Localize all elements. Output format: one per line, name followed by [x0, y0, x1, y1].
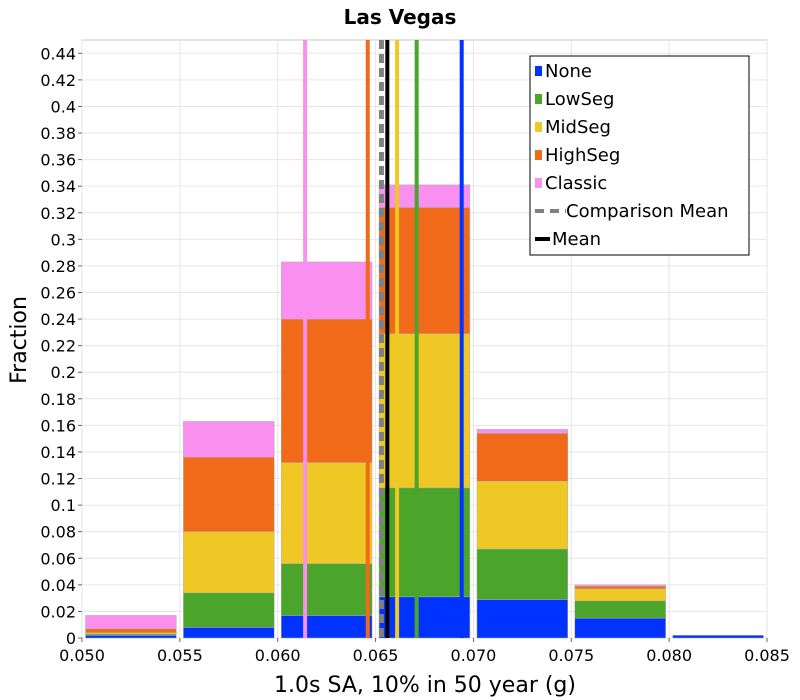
x-tick-label: 0.055	[157, 646, 203, 665]
y-tick-label: 0.12	[40, 470, 76, 489]
y-tick-label: 0	[66, 629, 76, 648]
y-tick-label: 0.26	[40, 283, 76, 302]
bar-segment-classic	[85, 615, 177, 629]
legend-label: MidSeg	[545, 117, 611, 138]
bar-segment-midseg	[574, 588, 666, 602]
bar-segment-highseg	[280, 318, 373, 463]
y-tick-label: 0.34	[40, 177, 76, 196]
bar-segment-midseg	[378, 333, 471, 489]
y-tick-label: 0.36	[40, 151, 76, 170]
x-axis-label: 1.0s SA, 10% in 50 year (g)	[274, 673, 576, 698]
bar-segment-lowseg	[280, 563, 373, 616]
bar-segment-highseg	[574, 585, 666, 590]
legend-swatch	[535, 150, 542, 160]
legend-label: Mean	[552, 229, 601, 250]
legend-label: None	[545, 61, 592, 82]
y-tick-label: 0.1	[51, 496, 76, 515]
bar-segment-classic	[476, 429, 569, 434]
bar-segment-classic	[574, 584, 666, 587]
y-tick-label: 0.44	[40, 44, 76, 63]
legend-swatch	[535, 94, 542, 104]
legend-label: HighSeg	[545, 145, 620, 166]
bar-segment-lowseg	[574, 600, 666, 619]
y-tick-label: 0.04	[40, 576, 76, 595]
bar-segment-highseg	[183, 457, 275, 532]
bar-segment-none	[85, 635, 177, 639]
bar-segment-classic	[280, 261, 373, 320]
x-tick-label: 0.060	[255, 646, 301, 665]
y-tick-label: 0.3	[51, 230, 76, 249]
y-tick-label: 0.16	[40, 416, 76, 435]
y-tick-label: 0.18	[40, 390, 76, 409]
bar-segment-classic	[378, 184, 471, 208]
bar-segment-none	[672, 635, 764, 639]
bar-segment-classic	[183, 421, 275, 458]
y-tick-label: 0.14	[40, 443, 76, 462]
y-tick-label: 0.4	[51, 97, 76, 116]
bar-segment-midseg	[476, 480, 569, 550]
bar-segment-none	[280, 615, 373, 639]
y-tick-label: 0.22	[40, 337, 76, 356]
x-axis: 0.050 0.055 0.060 0.065 0.070 0.075 0.080 0.085	[59, 638, 790, 665]
x-tick-label: 0.050	[59, 646, 105, 665]
bar-segment-midseg	[280, 462, 373, 564]
y-tick-label: 0.08	[40, 523, 76, 542]
bar-segment-none	[574, 617, 666, 639]
bar-segment-none	[476, 599, 569, 639]
y-tick-label: 0.28	[40, 257, 76, 276]
y-tick-label: 0.24	[40, 310, 76, 329]
bar-segment-highseg	[85, 628, 177, 633]
legend-swatch	[535, 122, 542, 132]
bar-segment-highseg	[476, 433, 569, 482]
bar-segment-lowseg	[476, 548, 569, 600]
x-tick-label: 0.065	[353, 646, 399, 665]
chart-title: Las Vegas	[344, 5, 457, 29]
y-tick-label: 0.2	[51, 363, 76, 382]
y-tick-label: 0.06	[40, 549, 76, 568]
bar-segment-lowseg	[183, 592, 275, 628]
legend: None LowSeg MidSeg HighSeg Classic Comparison…	[529, 55, 750, 256]
y-tick-label: 0.02	[40, 602, 76, 621]
legend-label: Classic	[545, 173, 607, 194]
y-tick-label: 0.42	[40, 71, 76, 90]
y-tick-label: 0.38	[40, 124, 76, 143]
y-axis: 0 0.02 0.04 0.06 0.08 0.1 0.12 0.14 0.16 0.18 0.2 0…	[40, 44, 82, 648]
x-tick-label: 0.080	[646, 646, 692, 665]
legend-swatch	[535, 178, 542, 188]
legend-label: Comparison Mean	[566, 201, 729, 222]
legend-label: LowSeg	[545, 89, 614, 110]
y-axis-label: Fraction	[7, 296, 32, 384]
x-tick-label: 0.085	[744, 646, 790, 665]
bar-segment-none	[378, 596, 471, 639]
y-tick-label: 0.32	[40, 204, 76, 223]
bar-segment-none	[183, 627, 275, 639]
bar-segment-lowseg	[378, 487, 471, 598]
legend-swatch	[535, 66, 542, 76]
bar-segment-highseg	[378, 207, 471, 334]
x-tick-label: 0.075	[548, 646, 594, 665]
x-tick-label: 0.070	[451, 646, 497, 665]
legend-box	[529, 55, 750, 256]
bar-segment-midseg	[183, 531, 275, 594]
